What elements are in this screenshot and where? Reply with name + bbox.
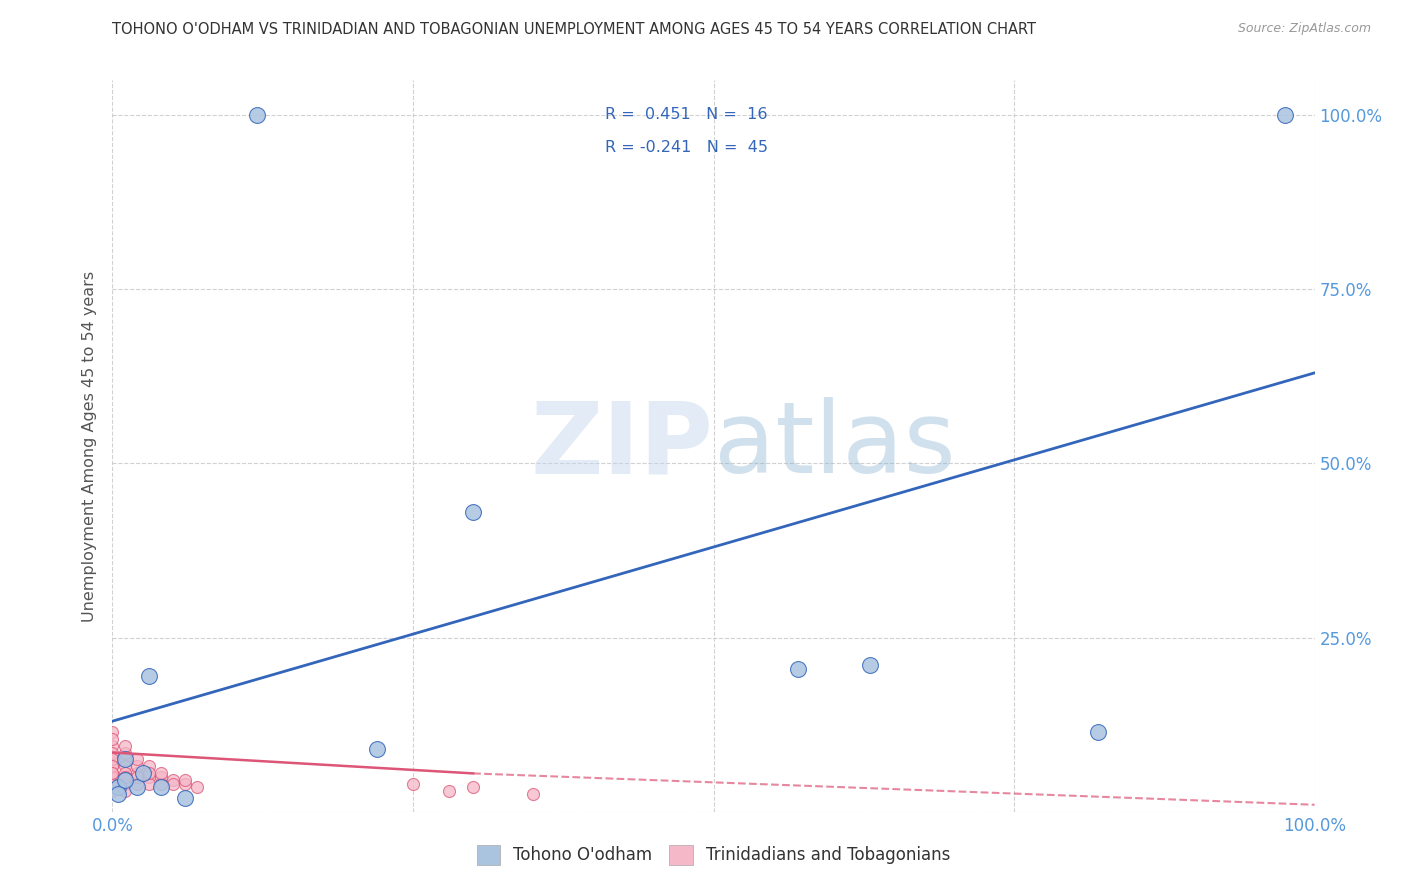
Text: TOHONO O'ODHAM VS TRINIDADIAN AND TOBAGONIAN UNEMPLOYMENT AMONG AGES 45 TO 54 YE: TOHONO O'ODHAM VS TRINIDADIAN AND TOBAGO… xyxy=(112,22,1036,37)
Point xyxy=(131,766,153,780)
Point xyxy=(138,766,160,780)
Point xyxy=(101,752,124,766)
Point xyxy=(101,746,124,760)
Point xyxy=(101,777,124,791)
Point xyxy=(101,752,124,766)
Point xyxy=(101,731,124,746)
Point xyxy=(173,790,195,805)
Point xyxy=(138,669,160,683)
Point xyxy=(125,759,148,773)
Point xyxy=(114,739,136,753)
Point xyxy=(125,752,148,766)
Point xyxy=(149,766,172,780)
Point xyxy=(522,787,544,801)
Point xyxy=(114,752,136,766)
Point xyxy=(162,777,184,791)
Point xyxy=(186,780,208,795)
Point xyxy=(101,770,124,784)
Point xyxy=(114,784,136,798)
Point xyxy=(114,770,136,784)
Point xyxy=(114,770,136,784)
Text: R =  0.451   N =  16: R = 0.451 N = 16 xyxy=(606,107,768,122)
Point xyxy=(107,787,129,801)
Point xyxy=(101,759,124,773)
Point xyxy=(101,766,124,780)
Point xyxy=(173,777,195,791)
Point xyxy=(173,773,195,788)
Point xyxy=(101,784,124,798)
Y-axis label: Unemployment Among Ages 45 to 54 years: Unemployment Among Ages 45 to 54 years xyxy=(82,270,97,622)
Point xyxy=(402,777,425,791)
Point xyxy=(125,766,148,780)
Point xyxy=(101,766,124,780)
Point xyxy=(461,505,484,519)
Point xyxy=(246,108,269,122)
Text: R = -0.241   N =  45: R = -0.241 N = 45 xyxy=(606,140,768,155)
Point xyxy=(114,759,136,773)
Point xyxy=(114,773,136,788)
Point xyxy=(125,770,148,784)
Point xyxy=(114,746,136,760)
Point xyxy=(101,777,124,791)
Point xyxy=(461,780,484,795)
Point xyxy=(101,739,124,753)
Point xyxy=(114,777,136,791)
Text: atlas: atlas xyxy=(713,398,955,494)
Point xyxy=(162,773,184,788)
Point xyxy=(1274,108,1296,122)
Point xyxy=(138,770,160,784)
Legend: Tohono O'odham, Trinidadians and Tobagonians: Tohono O'odham, Trinidadians and Tobagon… xyxy=(468,837,959,873)
Point xyxy=(1087,724,1109,739)
Point xyxy=(149,770,172,784)
Point xyxy=(138,759,160,773)
Point xyxy=(114,752,136,766)
Text: Source: ZipAtlas.com: Source: ZipAtlas.com xyxy=(1237,22,1371,36)
Point xyxy=(101,770,124,784)
Text: ZIP: ZIP xyxy=(530,398,713,494)
Point xyxy=(101,759,124,773)
Point xyxy=(138,777,160,791)
Point xyxy=(107,780,129,795)
Point xyxy=(437,784,460,798)
Point xyxy=(101,724,124,739)
Point xyxy=(125,780,148,795)
Point xyxy=(786,662,808,676)
Point xyxy=(149,780,172,795)
Point xyxy=(859,658,882,673)
Point xyxy=(125,777,148,791)
Point xyxy=(149,777,172,791)
Point xyxy=(114,766,136,780)
Point xyxy=(366,742,388,756)
